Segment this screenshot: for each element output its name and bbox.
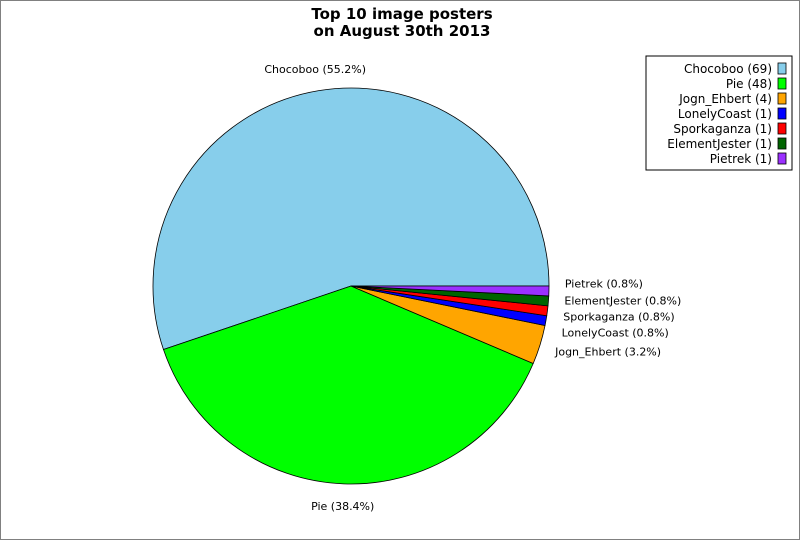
legend-label-pietrek: Pietrek (1): [710, 152, 772, 166]
slice-label-pie: Pie (38.4%): [311, 500, 374, 513]
pie-slices: [152, 87, 550, 485]
slice-label-lonelycoast: LonelyCoast (0.8%): [562, 327, 669, 340]
slice-label-chocoboo: Chocoboo (55.2%): [264, 63, 366, 76]
slice-labels: Chocoboo (55.2%) Pie (38.4%) Jogn_Ehbert (…: [264, 63, 681, 513]
legend-label-elementjester: ElementJester (1): [667, 137, 772, 151]
legend-label-sporkaganza: Sporkaganza (1): [673, 122, 772, 136]
legend: Chocoboo (69)Pie (48)Jogn_Ehbert (4)Lone…: [645, 55, 793, 171]
pie-slice-pie: [162, 285, 534, 485]
chart-title: Top 10 image posters: [311, 5, 492, 23]
pie-slice-chocoboo: [152, 87, 550, 351]
legend-label-lonelycoast: LonelyCoast (1): [678, 107, 772, 121]
legend-box: [645, 55, 793, 171]
pie-slice-pietrek: [350, 285, 550, 297]
chart-subtitle: on August 30th 2013: [314, 22, 491, 40]
legend-label-pie: Pie (48): [726, 77, 772, 91]
slice-label-pietrek: Pietrek (0.8%): [565, 278, 643, 291]
slice-label-sporkaganza: Sporkaganza (0.8%): [563, 311, 674, 324]
legend-swatch-sporkaganza: [777, 122, 787, 135]
slice-label-jogn-ehbert: Jogn_Ehbert (3.2%): [554, 345, 661, 358]
slice-label-elementjester: ElementJester (0.8%): [564, 295, 681, 308]
legend-swatch-pietrek: [777, 152, 787, 165]
legend-swatch-pie: [777, 77, 787, 90]
legend-label-jogn-ehbert: Jogn_Ehbert (4): [678, 92, 772, 106]
legend-swatch-elementjester: [777, 137, 787, 150]
legend-label-chocoboo: Chocoboo (69): [684, 62, 772, 76]
legend-swatch-chocoboo: [777, 62, 787, 75]
legend-swatch-lonelycoast: [777, 107, 787, 120]
legend-swatch-jogn-ehbert: [777, 92, 787, 105]
